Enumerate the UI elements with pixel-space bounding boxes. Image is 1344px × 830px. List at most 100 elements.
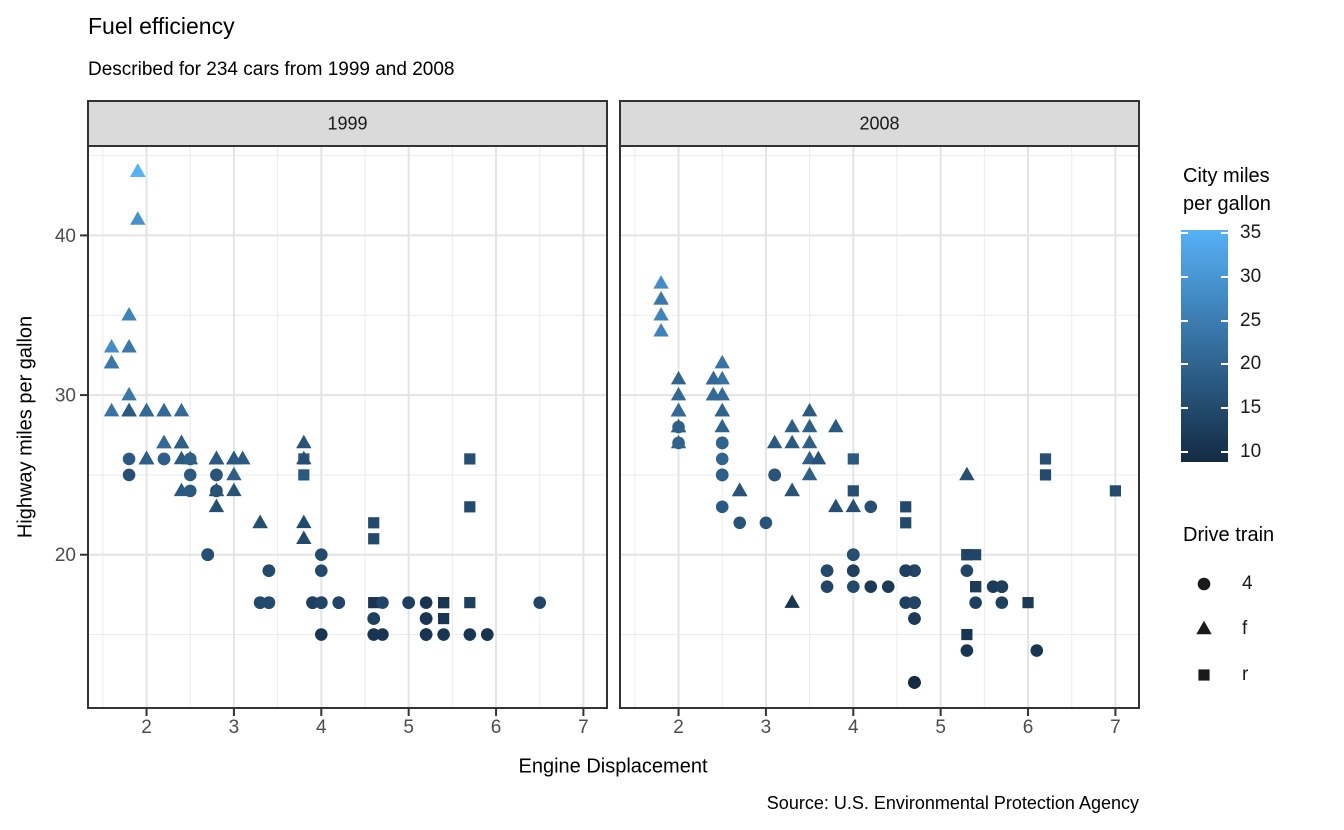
colorbar-tick-mark <box>1181 319 1188 322</box>
data-point <box>995 596 1009 609</box>
x-tick-label: 6 <box>491 717 502 738</box>
data-point <box>715 436 729 450</box>
colorbar-tick-mark <box>1181 406 1188 409</box>
circle-legend-icon <box>1197 577 1211 591</box>
data-point <box>995 580 1009 593</box>
x-tick-label: 3 <box>229 717 240 738</box>
y-axis-title: Highway miles per gallon <box>14 315 37 539</box>
data-point <box>438 612 450 625</box>
data-point <box>226 466 242 481</box>
data-point <box>768 468 781 482</box>
colorbar-tick-label: 20 <box>1240 353 1262 375</box>
data-point <box>846 580 860 593</box>
data-point <box>437 628 450 641</box>
data-point <box>262 564 276 577</box>
data-point <box>157 452 171 466</box>
colorbar-tick-label: 30 <box>1240 266 1262 288</box>
data-point <box>828 498 844 513</box>
data-point <box>715 468 729 482</box>
data-point <box>986 580 1000 593</box>
facet-1999: 1999 2 3 4 5 6 7 20 30 40 <box>55 100 608 738</box>
data-point <box>864 580 878 593</box>
data-point <box>121 307 137 321</box>
data-point <box>846 564 860 577</box>
data-point <box>376 596 389 609</box>
data-point <box>847 485 859 497</box>
data-point <box>480 628 494 641</box>
data-point <box>138 402 155 417</box>
data-point <box>367 628 381 641</box>
data-point <box>130 211 146 225</box>
facet-strip <box>87 100 608 147</box>
data-point <box>961 628 973 641</box>
data-point <box>367 612 381 625</box>
colorbar-tick-label: 15 <box>1240 396 1262 418</box>
x-tick-label: 4 <box>316 717 327 738</box>
data-point <box>960 644 974 657</box>
data-point <box>847 453 859 465</box>
data-point <box>714 354 730 369</box>
data-point <box>653 291 669 305</box>
data-point <box>376 628 389 641</box>
data-point <box>732 482 748 497</box>
data-point <box>314 564 328 577</box>
data-point <box>103 402 120 417</box>
data-point <box>183 484 197 498</box>
data-point <box>1030 644 1044 657</box>
data-point <box>908 596 921 609</box>
data-point <box>1022 597 1034 609</box>
data-point <box>208 498 225 513</box>
data-point <box>670 402 687 417</box>
colorbar-tick-mark <box>1221 276 1228 279</box>
plot-title: Fuel efficiency <box>88 13 235 39</box>
data-point <box>784 594 800 608</box>
data-point <box>314 596 328 609</box>
colorbar-tick-mark <box>1221 319 1228 322</box>
data-point <box>130 163 146 177</box>
x-tick-label: 5 <box>403 717 414 738</box>
data-point <box>122 468 136 482</box>
facet-strip-label: 2008 <box>859 114 899 134</box>
colorbar-tick-mark <box>1221 363 1228 366</box>
data-point <box>900 501 912 513</box>
data-point <box>1039 469 1052 481</box>
data-point <box>715 452 729 466</box>
data-point <box>670 418 687 433</box>
data-point <box>766 434 783 449</box>
data-point <box>801 434 818 449</box>
colorbar-tick-mark <box>1181 363 1188 366</box>
data-point <box>306 596 319 609</box>
data-point <box>210 468 223 482</box>
data-point <box>252 514 268 529</box>
data-point <box>864 500 878 514</box>
facet-strip-label: 1999 <box>327 114 367 134</box>
data-point <box>899 596 913 609</box>
triangle-legend-icon <box>1196 620 1212 635</box>
y-tick-label: 30 <box>55 386 76 407</box>
data-point <box>1039 453 1052 465</box>
data-point <box>121 402 137 417</box>
x-axis-title: Engine Displacement <box>518 755 708 778</box>
data-point <box>714 418 730 433</box>
x-tick-label: 2 <box>141 717 152 738</box>
data-point <box>653 275 669 289</box>
data-point <box>970 549 982 561</box>
data-point <box>670 434 687 449</box>
data-point <box>900 517 912 529</box>
caption: Source: U.S. Environmental Protection Ag… <box>766 793 1139 813</box>
colorbar-tick-mark <box>1181 450 1188 453</box>
data-point <box>759 516 773 530</box>
data-point <box>183 468 197 482</box>
x-tick-label: 6 <box>1023 717 1034 738</box>
data-point <box>226 450 242 465</box>
data-point <box>845 498 861 513</box>
x-tick-label: 7 <box>578 717 589 738</box>
shape-legend-label: r <box>1242 664 1249 685</box>
colorbar-tick-mark <box>1181 232 1188 235</box>
data-point <box>784 482 800 497</box>
x-tick-label: 3 <box>761 717 772 738</box>
shape-legend-title: Drive train <box>1183 524 1275 546</box>
data-point <box>715 500 729 514</box>
data-point <box>314 548 328 562</box>
